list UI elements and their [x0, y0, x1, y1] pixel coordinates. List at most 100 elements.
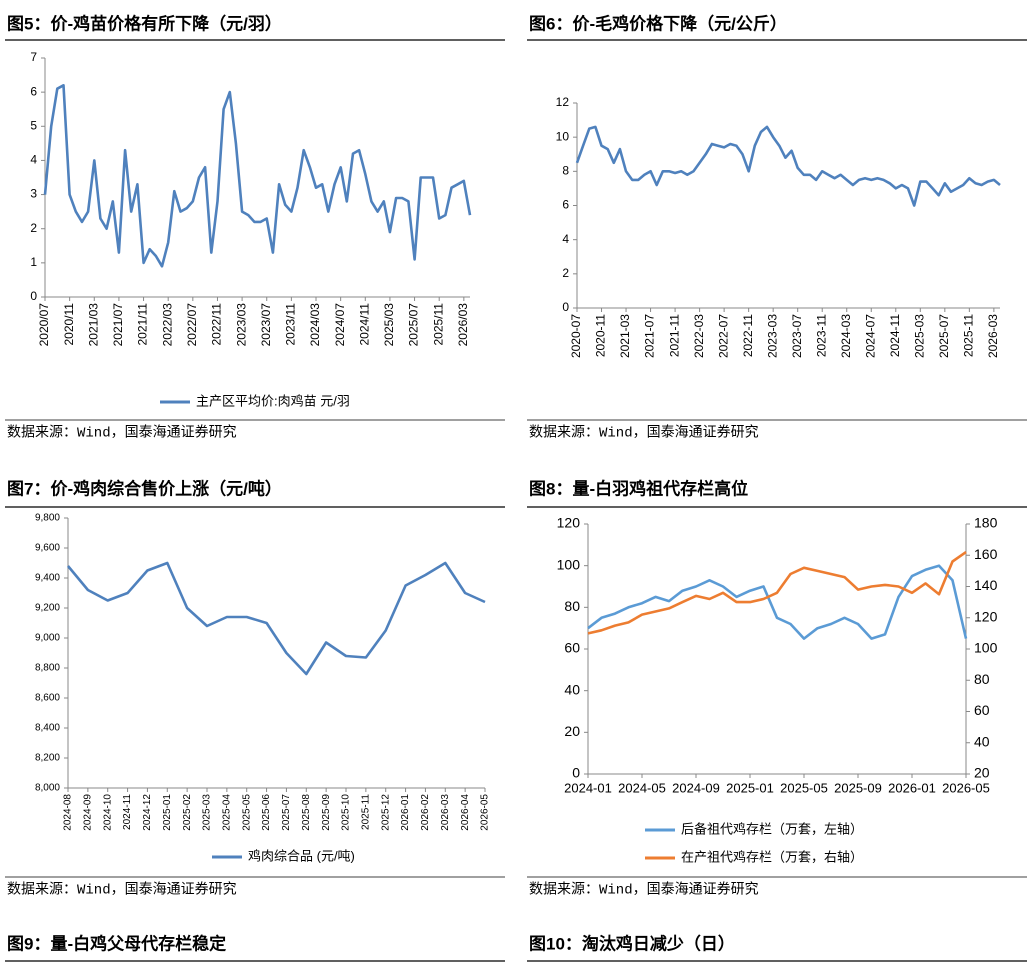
- x-tick-label: 2021/07: [111, 303, 125, 347]
- y-tick-label: 80: [564, 598, 580, 614]
- data-line: [43, 84, 472, 268]
- legend-label: 后备祖代鸡存栏（万套，左轴）: [681, 821, 863, 836]
- x-tick-label: 2025-09: [321, 794, 332, 831]
- y-tick-label: 80: [974, 671, 990, 687]
- x-tick-label: 2024/07: [333, 303, 347, 347]
- x-tick-label: 2025/07: [407, 303, 421, 347]
- x-tick-label: 2020-07: [569, 314, 583, 358]
- x-tick-label: 2022-07: [716, 314, 730, 358]
- x-tick-label: 2021/11: [136, 303, 150, 346]
- x-tick-label: 2021-03: [618, 314, 632, 358]
- y-tick-label: 120: [974, 608, 998, 624]
- x-tick-label: 2024-10: [102, 794, 113, 831]
- x-tick-label: 2023/11: [284, 303, 298, 346]
- y-tick-label: 9,000: [35, 633, 60, 644]
- y-tick-label: 0: [562, 300, 569, 314]
- legend-label: 主产区平均价:肉鸡苗 元/羽: [196, 393, 350, 408]
- x-tick-label: 2023-03: [765, 314, 779, 358]
- x-tick-label: 2025-08: [301, 794, 312, 831]
- y-tick-label: 9,800: [35, 513, 60, 524]
- x-tick-label: 2024-01: [564, 780, 612, 795]
- x-tick-label: 2023-07: [790, 314, 804, 358]
- x-tick-label: 2020/07: [37, 303, 51, 347]
- data-line: [66, 561, 486, 676]
- x-tick-label: 2025-01: [726, 780, 774, 795]
- x-tick-label: 2024/11: [357, 303, 371, 346]
- x-tick-label: 2022-11: [741, 314, 755, 357]
- x-tick-label: 2021-11: [667, 314, 681, 357]
- x-tick-label: 2024-11: [888, 314, 902, 357]
- chart-title: 图7：价-鸡肉综合售价上涨（元/吨）: [7, 478, 282, 498]
- data-line: [575, 125, 1001, 207]
- x-tick-label: 2022/11: [210, 303, 224, 346]
- x-tick-label: 2022/07: [185, 303, 199, 347]
- y-tick-label: 20: [974, 765, 990, 781]
- x-tick-label: 2025/03: [382, 303, 396, 347]
- legend-label: 在产祖代鸡存栏（万套，右轴）: [681, 849, 863, 864]
- y-tick-label: 8,600: [35, 693, 60, 704]
- y-tick-label: 180: [974, 515, 998, 531]
- x-tick-label: 2021-07: [643, 314, 657, 358]
- chart-title: 图8：量-白羽鸡祖代存栏高位: [529, 478, 748, 498]
- x-tick-label: 2026-02: [420, 794, 431, 831]
- x-tick-label: 2024-03: [839, 314, 853, 358]
- x-tick-label: 2025-01: [162, 794, 173, 831]
- x-tick-label: 2026-01: [888, 780, 936, 795]
- y-tick-label: 5: [30, 118, 37, 132]
- y-tick-label: 8,000: [35, 783, 60, 794]
- data-line: [587, 551, 967, 635]
- x-tick-label: 2025-09: [834, 780, 882, 795]
- source-note: 数据来源：Wind，国泰海通证券研究: [7, 425, 237, 442]
- y-tick-label: 140: [974, 577, 998, 593]
- y-tick-label: 20: [564, 723, 580, 739]
- x-tick-label: 2025-05: [241, 794, 252, 831]
- y-tick-label: 100: [974, 640, 998, 656]
- source-note: 数据来源：Wind，国泰海通证券研究: [529, 425, 759, 442]
- source-note: 数据来源：Wind，国泰海通证券研究: [529, 882, 759, 899]
- x-tick-label: 2025/11: [431, 303, 445, 346]
- x-tick-label: 2025-03: [912, 314, 926, 358]
- legend-label: 鸡肉综合品 (元/吨): [248, 848, 355, 863]
- y-tick-label: 2: [562, 266, 569, 280]
- x-tick-label: 2026/03: [456, 303, 470, 347]
- data-line: [587, 564, 968, 640]
- y-tick-label: 6: [562, 198, 569, 212]
- y-tick-label: 8: [562, 164, 569, 178]
- y-tick-label: 60: [974, 702, 990, 718]
- x-tick-label: 2022/03: [160, 303, 174, 347]
- chart-title: 图6：价-毛鸡价格下降（元/公斤）: [529, 13, 787, 33]
- y-tick-label: 10: [556, 129, 570, 143]
- y-tick-label: 8,400: [35, 723, 60, 734]
- x-tick-label: 2020-11: [594, 314, 608, 357]
- x-tick-label: 2026-03: [986, 314, 1000, 358]
- x-tick-label: 2025-03: [202, 794, 213, 831]
- x-tick-label: 2024-07: [863, 314, 877, 358]
- chart-title: 图5：价-鸡苗价格有所下降（元/羽）: [7, 13, 282, 33]
- y-tick-label: 9,600: [35, 543, 60, 554]
- y-tick-label: 8,200: [35, 753, 60, 764]
- x-tick-label: 2026-05: [480, 794, 491, 831]
- x-tick-label: 2026-04: [460, 794, 471, 831]
- y-tick-label: 9,200: [35, 603, 60, 614]
- figure-title: 图10：淘汰鸡日减少（日）: [529, 933, 735, 953]
- figure-title: 图9：量-白鸡父母代存栏稳定: [7, 933, 226, 953]
- x-tick-label: 2022-03: [692, 314, 706, 358]
- y-tick-label: 7: [30, 50, 37, 64]
- x-tick-label: 2026-05: [942, 780, 990, 795]
- x-tick-label: 2025-06: [261, 794, 272, 831]
- y-tick-label: 40: [564, 681, 580, 697]
- y-tick-label: 3: [30, 187, 37, 201]
- x-tick-label: 2025-11: [962, 314, 976, 357]
- y-tick-label: 4: [30, 153, 37, 167]
- x-tick-label: 2026-03: [440, 794, 451, 831]
- x-tick-label: 2025-04: [221, 794, 232, 831]
- x-tick-label: 2025-02: [182, 794, 193, 831]
- y-tick-label: 0: [30, 289, 37, 303]
- source-note: 数据来源：Wind，国泰海通证券研究: [7, 882, 237, 899]
- x-tick-label: 2024-11: [122, 794, 133, 830]
- y-tick-label: 4: [562, 232, 569, 246]
- x-tick-label: 2025-07: [937, 314, 951, 358]
- x-tick-label: 2024-08: [63, 794, 74, 831]
- x-tick-label: 2025-05: [780, 780, 828, 795]
